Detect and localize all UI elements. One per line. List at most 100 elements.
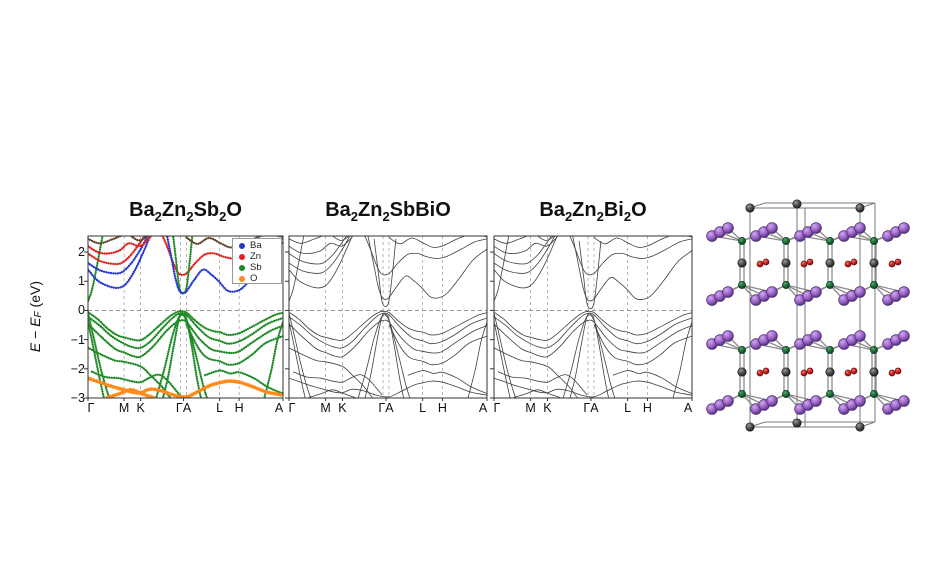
- band-path: [364, 312, 404, 398]
- zn-atom: [738, 281, 746, 289]
- x-tick-labels: Γ M K ΓA L H A: [289, 401, 488, 417]
- legend-item: O: [237, 274, 277, 284]
- band-markers: [161, 311, 203, 398]
- y-axis-label-wrap: E − EF (eV): [24, 236, 46, 398]
- zn-atom: [738, 390, 746, 398]
- ba-atom: [781, 258, 791, 268]
- band-path: [494, 236, 510, 302]
- band-path: [373, 238, 397, 308]
- x-tick-label: A: [274, 401, 284, 415]
- band-structure-panel-1: Ba2Zn2Sb2O Γ M K ΓA L H A 2 1 0 −1 −2 −3 Ba Zn Sb O: [71, 196, 284, 436]
- zn-atom: [782, 346, 790, 354]
- band-path: [388, 324, 487, 366]
- crystal-structure-panel: [706, 194, 914, 440]
- plot-frame: [288, 235, 488, 399]
- x-tick-label: K: [338, 401, 347, 415]
- y-tick-label: 0: [78, 303, 85, 318]
- ba-atom: [855, 203, 865, 213]
- x-tick-label: H: [437, 401, 447, 415]
- band-path: [388, 236, 487, 248]
- o-atom: [800, 369, 808, 377]
- zn-atom: [782, 390, 790, 398]
- o-atom: [888, 369, 896, 377]
- pn-atom: [898, 395, 910, 407]
- x-tick-label: L: [419, 401, 427, 415]
- band-path: [494, 321, 511, 398]
- plot-area: [490, 235, 693, 401]
- o-atom: [762, 367, 770, 375]
- x-tick-label: H: [642, 401, 652, 415]
- zn-atom: [826, 237, 834, 245]
- ba-atom: [855, 422, 865, 432]
- x-tick-labels: Γ M K ΓA L H A: [493, 401, 693, 417]
- legend-dot: [239, 254, 245, 260]
- panel-title: Ba2Zn2Sb2O: [129, 199, 242, 224]
- pn-atom: [898, 286, 910, 298]
- band-path: [494, 236, 555, 244]
- x-tick-labels: Γ M K ΓA L H A: [87, 401, 284, 417]
- pn-atom: [810, 330, 822, 342]
- band-path: [289, 312, 487, 349]
- ba-atom: [825, 367, 835, 377]
- zn-atom: [782, 237, 790, 245]
- band-path: [289, 313, 312, 398]
- band-path: [289, 236, 353, 289]
- zn-atom: [826, 390, 834, 398]
- band-plot-svg: [490, 235, 693, 401]
- ba-atom: [737, 258, 747, 268]
- band-path: [572, 236, 692, 302]
- legend-label: O: [250, 273, 258, 284]
- pn-atom: [898, 222, 910, 234]
- band-path: [578, 240, 602, 310]
- band-path: [672, 321, 692, 398]
- pn-atom: [810, 286, 822, 298]
- x-tick-label: K: [543, 401, 552, 415]
- x-tick-label: Γ: [493, 401, 501, 415]
- band-markers: [154, 313, 209, 398]
- band-markers: [185, 323, 283, 366]
- zn-atom: [738, 346, 746, 354]
- band-plot-svg: [285, 235, 488, 401]
- x-tick-label: H: [234, 401, 244, 415]
- x-tick-label: Γ: [87, 401, 95, 415]
- band-path: [289, 347, 374, 398]
- band-markers: [88, 312, 111, 398]
- pn-atom: [722, 330, 734, 342]
- y-tick-label: 2: [78, 245, 85, 260]
- panel-title: Ba2Zn2SbBiO: [325, 199, 451, 224]
- x-tick-label: ΓA: [583, 401, 599, 415]
- band-path: [308, 389, 357, 398]
- o-atom: [888, 260, 896, 268]
- band-path: [289, 321, 306, 398]
- legend-item: Sb: [237, 263, 277, 273]
- y-tick-labels: 2 1 0 −1 −2 −3: [66, 236, 88, 405]
- band-markers: [105, 387, 157, 398]
- band-path: [367, 236, 487, 300]
- band-markers: [88, 310, 283, 342]
- zn-atom: [826, 346, 834, 354]
- panel-title: Ba2Zn2Bi2O: [539, 199, 647, 224]
- unit-cell-edges: [749, 202, 876, 428]
- band-markers: [88, 236, 153, 255]
- band-path: [494, 310, 692, 341]
- orbital-legend: Ba Zn Sb O: [232, 238, 282, 284]
- x-tick-label: L: [216, 401, 224, 415]
- zn-atom: [870, 346, 878, 354]
- zn-atom: [870, 281, 878, 289]
- band-path: [292, 371, 383, 396]
- legend-item: Ba: [237, 241, 277, 251]
- band-markers: [88, 320, 106, 398]
- x-tick-label: M: [525, 401, 536, 415]
- band-path: [467, 321, 487, 398]
- band-path: [494, 236, 556, 274]
- band-lines-group: [494, 236, 692, 398]
- x-tick-label: K: [136, 401, 145, 415]
- ba-atom: [869, 367, 879, 377]
- band-markers: [88, 236, 150, 275]
- band-markers: [88, 318, 283, 359]
- band-path: [494, 312, 692, 349]
- band-path: [494, 319, 692, 358]
- legend-label: Sb: [250, 262, 262, 273]
- o-atom: [894, 367, 902, 375]
- legend-dot: [239, 265, 245, 271]
